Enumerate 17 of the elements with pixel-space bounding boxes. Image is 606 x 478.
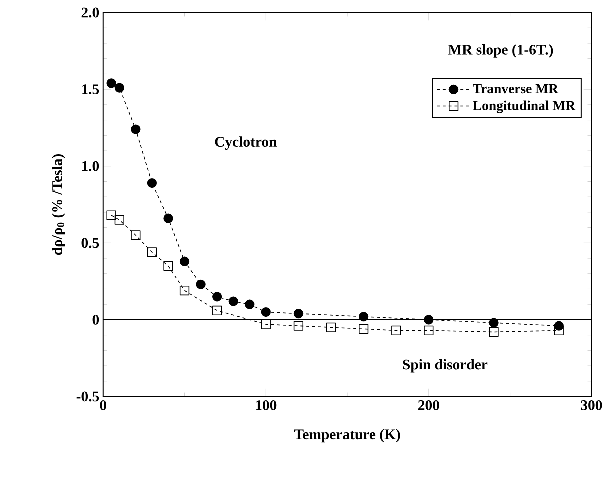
y-tick-label: 0 <box>92 314 100 325</box>
y-tick-label: 2.0 <box>82 8 100 18</box>
x-tick-label: 100 <box>256 400 277 410</box>
annotation: MR slope (1-6T.) <box>448 44 554 58</box>
x-axis-title: Temperature (K) <box>294 429 400 442</box>
legend-label: Longitudinal MR <box>473 100 576 114</box>
x-tick-label: 200 <box>418 400 440 410</box>
legend-label: Tranverse MR <box>473 84 559 94</box>
y-tick-label: 0.5 <box>82 238 100 248</box>
y-axis-title: dρ/ρ$_{0}$ (% /Tesla) <box>52 154 66 255</box>
y-tick-label: 1.5 <box>82 84 100 94</box>
annotation: Cyclotron <box>215 136 277 150</box>
annotation: Spin disorder <box>403 359 488 372</box>
y-tick-label: 1.0 <box>82 161 100 172</box>
x-tick-label: 300 <box>581 400 602 410</box>
y-tick-label: -0.5 <box>76 392 100 402</box>
x-tick-label: 0 <box>100 400 106 410</box>
